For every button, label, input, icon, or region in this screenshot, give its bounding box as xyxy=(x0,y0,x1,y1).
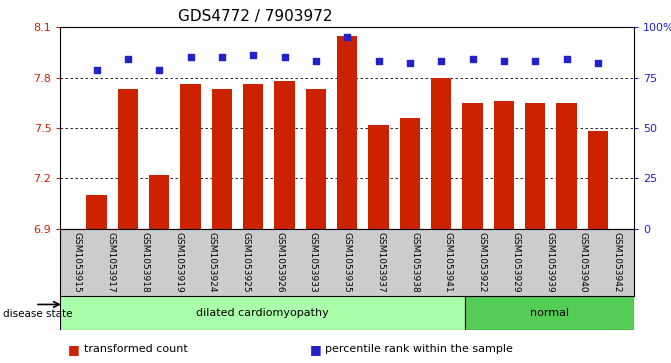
Point xyxy=(91,67,102,73)
Text: GSM1053940: GSM1053940 xyxy=(579,232,588,293)
Point xyxy=(499,58,509,64)
Text: GSM1053933: GSM1053933 xyxy=(309,232,318,293)
Point xyxy=(123,57,134,62)
Text: disease state: disease state xyxy=(3,309,73,319)
Point xyxy=(248,53,258,58)
Bar xyxy=(60,296,466,330)
Bar xyxy=(556,103,576,229)
Text: dilated cardiomyopathy: dilated cardiomyopathy xyxy=(197,308,329,318)
Bar xyxy=(274,81,295,229)
Bar xyxy=(588,131,608,229)
Bar xyxy=(149,175,170,229)
Bar xyxy=(212,89,232,229)
Bar xyxy=(466,296,634,330)
Text: transformed count: transformed count xyxy=(84,344,188,354)
Text: GSM1053935: GSM1053935 xyxy=(343,232,352,293)
Bar xyxy=(306,89,326,229)
Text: GSM1053929: GSM1053929 xyxy=(511,232,521,293)
Bar xyxy=(118,89,138,229)
Text: GSM1053926: GSM1053926 xyxy=(275,232,285,293)
Bar xyxy=(337,36,358,229)
Point xyxy=(436,58,447,64)
Text: GSM1053941: GSM1053941 xyxy=(444,232,453,293)
Point xyxy=(405,61,415,66)
Text: GSM1053925: GSM1053925 xyxy=(242,232,250,293)
Point xyxy=(561,57,572,62)
Bar xyxy=(180,84,201,229)
Text: normal: normal xyxy=(530,308,569,318)
Bar xyxy=(462,103,482,229)
Text: GSM1053917: GSM1053917 xyxy=(107,232,115,293)
Text: GSM1053924: GSM1053924 xyxy=(208,232,217,293)
Point xyxy=(530,58,541,64)
Text: GSM1053919: GSM1053919 xyxy=(174,232,183,293)
Text: ■: ■ xyxy=(309,343,321,356)
Text: GSM1053922: GSM1053922 xyxy=(478,232,486,293)
Bar xyxy=(87,195,107,229)
Point xyxy=(373,58,384,64)
Bar xyxy=(431,78,452,229)
Point xyxy=(217,54,227,60)
Point xyxy=(342,34,353,40)
Text: GSM1053937: GSM1053937 xyxy=(376,232,386,293)
Point xyxy=(592,61,603,66)
Text: GSM1053918: GSM1053918 xyxy=(140,232,149,293)
Text: percentile rank within the sample: percentile rank within the sample xyxy=(325,344,513,354)
Point xyxy=(467,57,478,62)
Text: GDS4772 / 7903972: GDS4772 / 7903972 xyxy=(178,9,332,24)
Bar xyxy=(525,103,546,229)
Point xyxy=(279,54,290,60)
Text: GSM1053939: GSM1053939 xyxy=(546,232,554,293)
Text: ■: ■ xyxy=(68,343,80,356)
Bar xyxy=(243,84,264,229)
Point xyxy=(311,58,321,64)
Point xyxy=(185,54,196,60)
Text: GSM1053942: GSM1053942 xyxy=(613,232,622,293)
Bar xyxy=(400,118,420,229)
Bar xyxy=(494,101,514,229)
Text: GSM1053938: GSM1053938 xyxy=(410,232,419,293)
Point xyxy=(154,67,164,73)
Text: GSM1053915: GSM1053915 xyxy=(72,232,82,293)
Bar xyxy=(368,125,389,229)
